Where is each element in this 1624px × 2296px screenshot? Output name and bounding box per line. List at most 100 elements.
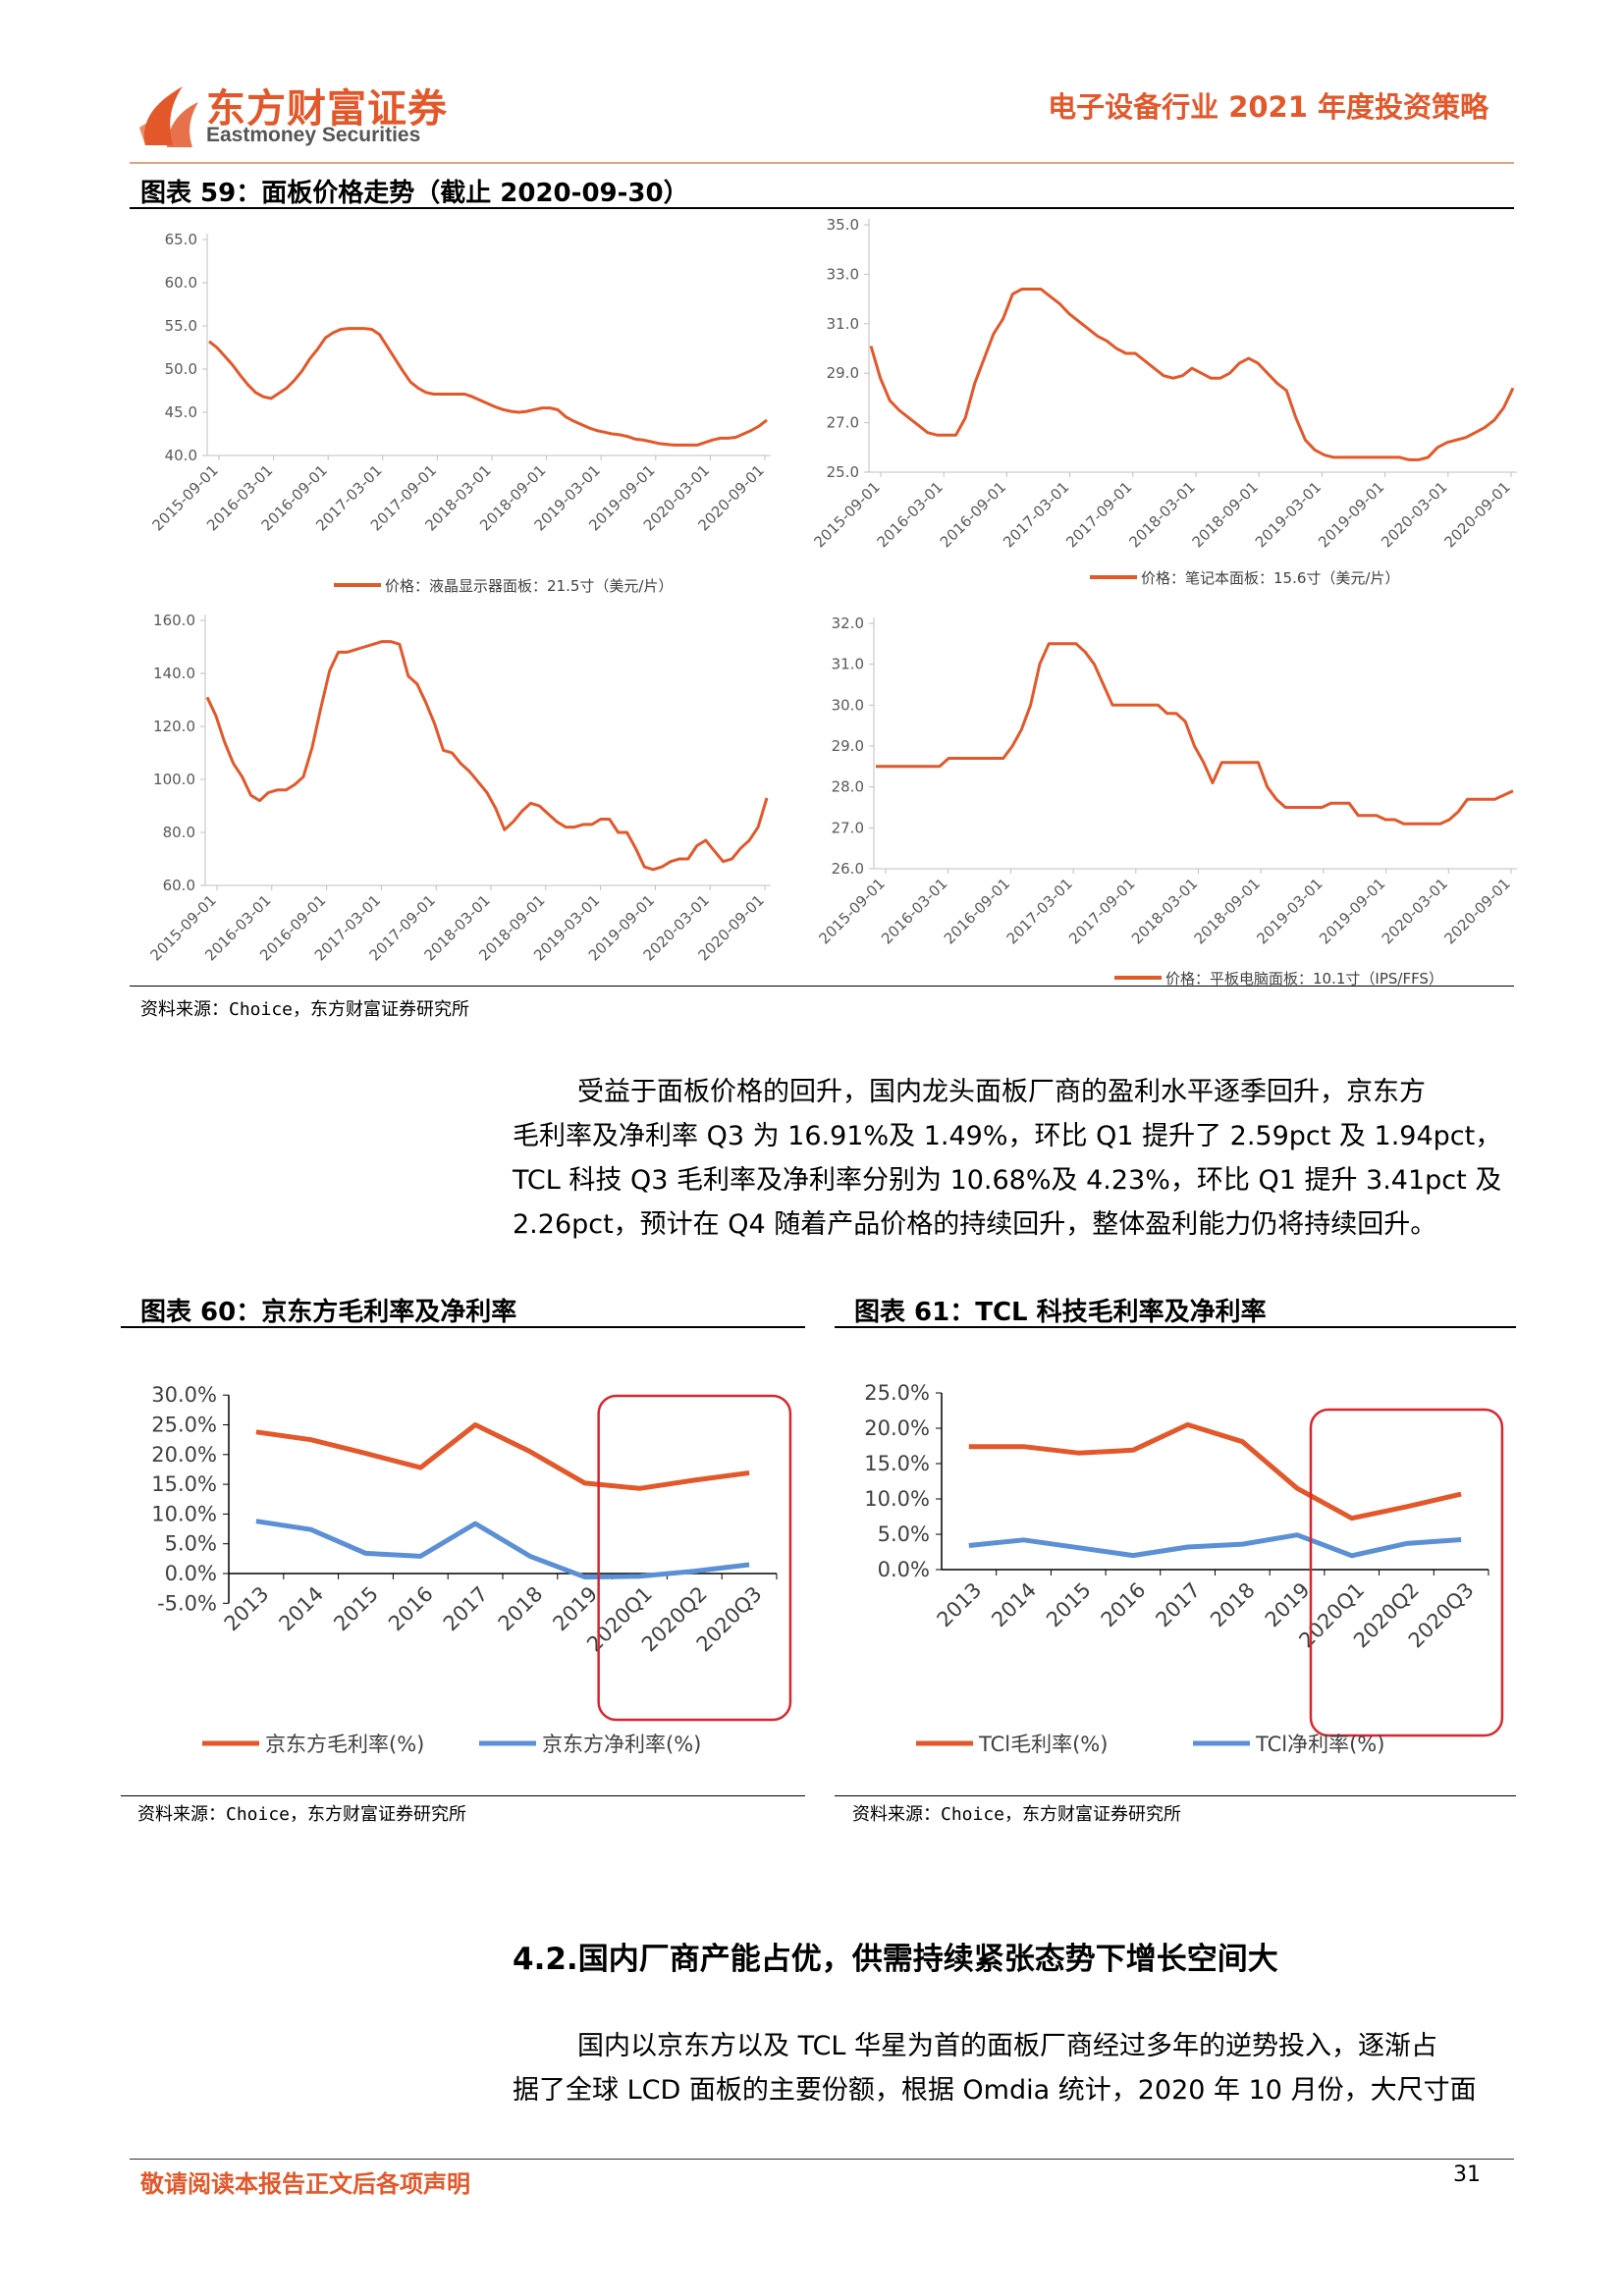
legend-label: TCl净利率(%) (1255, 1733, 1384, 1756)
series-line (255, 1422, 750, 1491)
y-tick-label: 35.0 (827, 216, 859, 234)
fig59-top-rule (130, 207, 1514, 209)
y-tick-label: 40.0 (165, 447, 197, 464)
fig60-source: 资料来源：Choice，东方财富证券研究所 (137, 1804, 467, 1825)
y-tick-label: 31.0 (827, 315, 859, 333)
y-tick-label: 15.0% (864, 1452, 930, 1475)
x-tick-label: 2020-09-01 (1440, 875, 1513, 947)
y-tick-label: 20.0% (864, 1416, 930, 1440)
brand-name-en: Eastmoney Securities (206, 124, 421, 146)
y-tick-label: 25.0% (864, 1381, 930, 1405)
y-tick-label: 15.0% (151, 1472, 217, 1496)
fig61-title: 图表 61：TCL 科技毛利率及净利率 (854, 1298, 1267, 1327)
y-tick-label: -5.0% (157, 1591, 217, 1615)
x-tick-label: 2016 (384, 1582, 438, 1636)
x-tick-label: 2017-03-01 (1003, 875, 1076, 947)
paragraph-1-line: 毛利率及净利率 Q3 为 16.91%及 1.49%，环比 Q1 提升了 2.5… (513, 1121, 1502, 1151)
y-tick-label: 29.0 (827, 364, 859, 382)
x-tick-label: 2019-03-01 (1252, 478, 1325, 551)
paragraph-1-line: 2.26pct，预计在 Q4 随着产品价格的持续回升，整体盈利能力仍将持续回升。 (513, 1209, 1437, 1240)
paragraph-2-line: 据了全球 LCD 面板的主要份额，根据 Omdia 统计，2020 年 10 月… (513, 2075, 1477, 2106)
brand-logo-icon (139, 86, 198, 147)
y-tick-label: 32.0 (832, 614, 864, 632)
paragraph-1-line: 受益于面板价格的回升，国内龙头面板厂商的盈利水平逐季回升，京东方 (577, 1077, 1426, 1107)
chart-tcl-margins: 0.0% 5.0% 10.0% 15.0% 20.0% 25.0% 2013 2014 2015… (864, 1381, 1504, 1756)
y-tick-label: 120.0 (153, 718, 195, 735)
x-tick-label: 2019-09-01 (1315, 478, 1387, 551)
highlight-box (1309, 1408, 1504, 1737)
y-tick-label: 29.0 (832, 737, 864, 755)
y-tick-label: 0.0% (878, 1558, 930, 1581)
chart-notebook-price: 25.027.029.031.033.035.02015-09-012016-0… (810, 216, 1517, 587)
y-tick-label: 60.0 (165, 274, 197, 292)
x-tick-label: 2016 (1097, 1578, 1151, 1632)
x-tick-label: 2020-03-01 (1379, 875, 1451, 947)
x-tick-label: 2015 (329, 1582, 383, 1636)
y-tick-label: 140.0 (153, 665, 195, 682)
footer-rule (130, 2159, 1514, 2160)
x-tick-label: 2018-03-01 (1125, 478, 1198, 551)
legend-label: 价格：笔记本面板：15.6寸（美元/片） (1141, 569, 1399, 587)
series-line (869, 288, 1515, 461)
series-line (876, 642, 1514, 826)
chart-tablet-price: 26.027.028.029.030.031.032.02015-09-0120… (815, 614, 1517, 986)
y-tick-label: 27.0 (827, 414, 859, 432)
fig59-title: 图表 59：面板价格走势（截止 2020-09-30） (140, 179, 689, 208)
y-tick-label: 27.0 (832, 819, 864, 836)
x-tick-label: 2016-09-01 (937, 478, 1009, 551)
footer-disclaimer: 敬请阅读本报告正文后各项声明 (140, 2170, 470, 2198)
x-tick-label: 2020-03-01 (1378, 478, 1450, 551)
y-tick-label: 26.0 (832, 860, 864, 878)
series-line (968, 1532, 1462, 1559)
page-number: 31 (1453, 2163, 1481, 2187)
y-tick-label: 10.0% (151, 1502, 217, 1525)
x-tick-label: 2018 (1206, 1578, 1260, 1632)
x-tick-label: 2020-09-01 (1440, 478, 1513, 551)
y-tick-label: 33.0 (827, 265, 859, 283)
series-line (205, 640, 769, 872)
series-line (968, 1421, 1462, 1522)
paragraph-1: 受益于面板价格的回升，国内龙头面板厂商的盈利水平逐季回升，京东方 毛利率及净利率… (513, 1070, 1516, 1247)
paragraph-2: 国内以京东方以及 TCL 华星为首的面板厂商经过多年的逆势投入，逐渐占 据了全球… (513, 2024, 1516, 2112)
series-line (255, 1519, 750, 1580)
y-tick-label: 80.0 (163, 824, 195, 841)
x-tick-label: 2015 (1042, 1578, 1096, 1632)
y-tick-label: 100.0 (153, 771, 195, 788)
y-tick-label: 10.0% (864, 1487, 930, 1511)
fig60-bottom-rule (121, 1795, 805, 1796)
highlight-box (597, 1394, 792, 1722)
x-tick-label: 2018-09-01 (1191, 875, 1264, 947)
x-tick-label: 2016-03-01 (874, 478, 947, 551)
legend-label: 价格：液晶显示器面板：21.5寸（美元/片） (385, 577, 673, 595)
fig60-title: 图表 60：京东方毛利率及净利率 (140, 1298, 517, 1327)
y-tick-label: 31.0 (832, 656, 864, 673)
y-tick-label: 5.0% (878, 1522, 930, 1546)
chart-tv-price: 60.080.0100.0120.0140.0160.02015-09-0120… (146, 612, 771, 964)
chart-monitor-price: 40.045.050.055.060.065.02015-09-012016-0… (148, 231, 771, 595)
legend-label: 京东方净利率(%) (542, 1733, 701, 1756)
fig61-bottom-rule (835, 1795, 1516, 1796)
y-tick-label: 30.0% (151, 1383, 217, 1407)
x-tick-label: 2017 (1151, 1578, 1205, 1632)
x-tick-label: 2014 (987, 1578, 1041, 1632)
x-tick-label: 2017-09-01 (1062, 478, 1135, 551)
y-tick-label: 25.0 (827, 463, 859, 481)
x-tick-label: 2017-09-01 (1065, 875, 1138, 947)
y-tick-label: 50.0 (165, 360, 197, 378)
y-tick-label: 0.0% (165, 1562, 217, 1585)
chart-boe-margins: -5.0% 0.0% 5.0% 10.0% 15.0% 20.0% 25.0% 30.0% 20… (151, 1383, 792, 1756)
y-tick-label: 25.0% (151, 1414, 217, 1437)
x-tick-label: 2016-09-01 (941, 875, 1013, 947)
fig61-source: 资料来源：Choice，东方财富证券研究所 (852, 1804, 1182, 1825)
brand-name-cn: 东方财富证券 (206, 86, 448, 132)
x-tick-label: 2014 (274, 1582, 328, 1636)
header-rule (130, 162, 1514, 164)
x-tick-label: 2016-03-01 (878, 875, 950, 947)
fig59-panel-grid: 40.045.050.055.060.065.02015-09-012016-0… (146, 216, 1517, 986)
y-tick-label: 45.0 (165, 403, 197, 421)
x-tick-label: 2015-09-01 (815, 875, 888, 947)
x-tick-label: 2013 (220, 1582, 274, 1636)
section-heading: 4.2.国内厂商产能占优，供需持续紧张态势下增长空间大 (513, 1942, 1278, 1977)
y-tick-label: 28.0 (832, 778, 864, 796)
legend-label: 价格：平板电脑面板：10.1寸（IPS/FFS） (1165, 970, 1443, 986)
